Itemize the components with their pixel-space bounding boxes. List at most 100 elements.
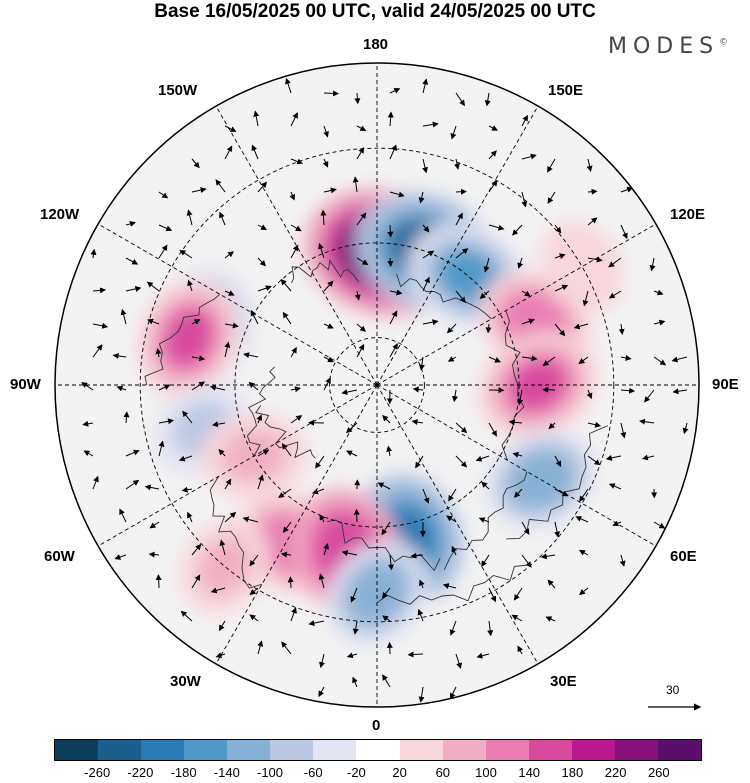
wind-arrow bbox=[422, 250, 435, 259]
wind-arrow bbox=[479, 290, 490, 299]
wind-arrow bbox=[158, 191, 169, 199]
wind-arrow bbox=[249, 587, 259, 596]
wind-arrow bbox=[144, 484, 160, 491]
wind-arrow bbox=[671, 356, 688, 363]
latitude-circle bbox=[329, 337, 425, 433]
lon-label-180: 180 bbox=[363, 36, 389, 53]
wind-arrow bbox=[158, 384, 171, 391]
wind-arrow bbox=[116, 385, 127, 392]
wind-arrow bbox=[488, 422, 497, 437]
lon-label-90e: 90E bbox=[712, 376, 739, 393]
colorbar-tick-label: -220 bbox=[127, 765, 154, 780]
coastline-segment bbox=[396, 273, 492, 320]
wind-arrow bbox=[422, 158, 428, 174]
wind-arrow bbox=[387, 111, 394, 127]
wind-arrow bbox=[455, 653, 462, 669]
wind-arrow bbox=[318, 573, 325, 589]
wind-arrow bbox=[620, 186, 634, 193]
wind-arrow bbox=[281, 641, 292, 655]
wind-arrow bbox=[412, 386, 424, 393]
wind-arrow bbox=[605, 454, 622, 461]
colorbar-tick-label: 220 bbox=[604, 765, 627, 780]
wind-arrow bbox=[488, 224, 505, 231]
wind-arrow bbox=[356, 257, 369, 266]
wind-arrow bbox=[451, 545, 458, 556]
wind-arrow bbox=[218, 620, 226, 632]
wind-arrow bbox=[125, 257, 139, 265]
wind-arrow bbox=[586, 389, 593, 400]
wind-arrow bbox=[542, 356, 556, 366]
wind-arrow bbox=[224, 478, 232, 490]
wind-arrow bbox=[587, 217, 598, 226]
wind-arrow bbox=[446, 323, 457, 334]
wind-arrow bbox=[215, 179, 226, 193]
wind-arrow bbox=[280, 278, 292, 292]
wind-arrow bbox=[587, 455, 601, 466]
wind-arrow bbox=[481, 554, 490, 567]
colorbar-cell bbox=[184, 740, 228, 760]
wind-arrow bbox=[508, 419, 523, 426]
wind-arrow bbox=[112, 353, 127, 359]
lon-label-150w: 150W bbox=[158, 82, 198, 99]
wind-arrow bbox=[488, 179, 498, 193]
wind-arrow bbox=[476, 652, 490, 659]
wind-arrow bbox=[512, 224, 523, 236]
wind-arrow bbox=[282, 311, 292, 325]
wind-arrow bbox=[323, 90, 339, 97]
wind-arrow bbox=[191, 158, 200, 169]
wind-arrow bbox=[447, 356, 457, 362]
colorbar-tick-label: -20 bbox=[346, 765, 366, 780]
wind-arrow bbox=[587, 421, 602, 428]
wind-arrow bbox=[82, 420, 94, 427]
wind-arrow bbox=[123, 411, 130, 424]
wind-arrow bbox=[346, 652, 358, 659]
wind-arrow bbox=[620, 354, 632, 361]
wind-arrow bbox=[281, 443, 292, 457]
wind-arrow bbox=[554, 323, 566, 337]
wind-arrow bbox=[386, 445, 393, 457]
wind-arrow bbox=[92, 322, 109, 329]
wind-arrow bbox=[181, 486, 193, 493]
wind-arrow bbox=[407, 651, 424, 658]
wind-arrow bbox=[308, 620, 325, 626]
colorbar-cell bbox=[55, 740, 99, 760]
wind-arrow bbox=[388, 554, 394, 571]
wind-arrow bbox=[323, 187, 337, 194]
wind-arrow bbox=[251, 144, 259, 160]
wind-arrow bbox=[352, 176, 359, 193]
wind-arrow bbox=[672, 388, 688, 395]
lon-label-120w: 120W bbox=[40, 206, 80, 223]
wind-arrow bbox=[155, 574, 162, 589]
wind-arrow bbox=[389, 144, 397, 160]
wind-arrow bbox=[417, 608, 424, 622]
colorbar-tick-labels: -260 -220 -180 -140 -100 -60 -20 20 60 100 140 180 2… bbox=[0, 765, 750, 783]
wind-arrow bbox=[149, 521, 160, 529]
colorbar-tick-label: 180 bbox=[561, 765, 584, 780]
wind-arrow bbox=[83, 450, 94, 457]
wind-arrow bbox=[323, 543, 329, 556]
wind-arrow bbox=[389, 289, 403, 296]
wind-arrow bbox=[644, 389, 655, 403]
wind-arrow bbox=[554, 224, 562, 234]
wind-arrow bbox=[608, 257, 622, 268]
wind-arrow bbox=[517, 645, 523, 655]
wind-arrow bbox=[448, 488, 457, 502]
wind-arrow bbox=[517, 257, 524, 269]
wind-arrow bbox=[512, 452, 523, 458]
wind-arrow bbox=[210, 587, 226, 594]
wind-arrow bbox=[323, 356, 334, 363]
wind-arrow bbox=[653, 356, 667, 366]
wind-arrow bbox=[257, 285, 272, 292]
wind-arrow bbox=[455, 455, 468, 468]
wind-arrow bbox=[475, 455, 490, 462]
wind-arrow bbox=[422, 78, 429, 94]
wind-arrow bbox=[382, 414, 391, 424]
wind-arrow bbox=[125, 449, 140, 457]
wind-arrow bbox=[579, 587, 589, 596]
colorbar-tick-label: -180 bbox=[170, 765, 197, 780]
wind-arrow bbox=[290, 386, 301, 393]
coastline-segment bbox=[255, 405, 316, 459]
wind-arrow bbox=[180, 610, 193, 622]
wind-arrow bbox=[419, 579, 425, 589]
wind-arrow bbox=[191, 381, 206, 391]
